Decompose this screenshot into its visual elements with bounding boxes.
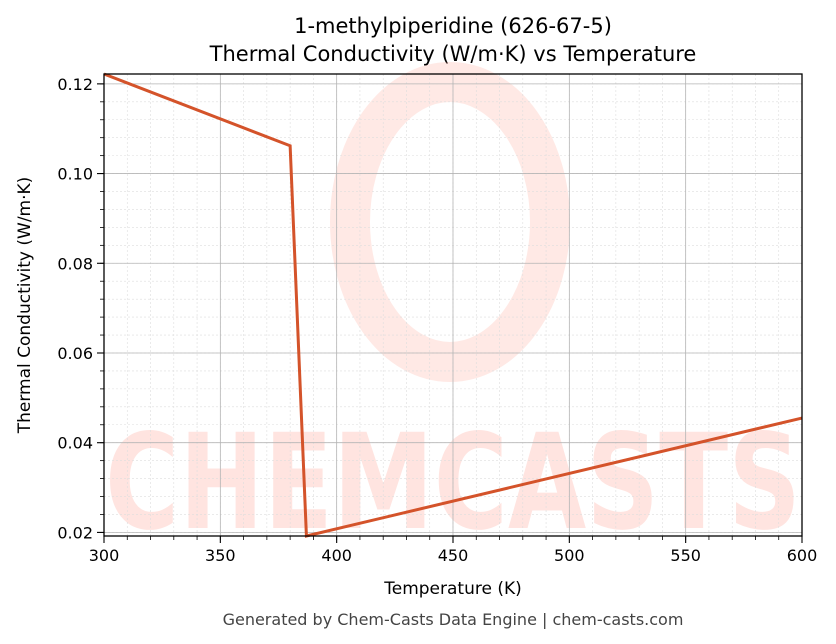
x-axis-label: Temperature (K) (383, 579, 522, 599)
y-tick-label: 0.02 (57, 523, 93, 542)
x-tick-label: 550 (670, 546, 701, 565)
x-tick-label: 300 (89, 546, 120, 565)
y-tick-label: 0.12 (57, 75, 93, 94)
x-tick-label: 500 (554, 546, 585, 565)
y-ticks: 0.02 0.04 0.06 0.08 0.10 0.12 (57, 75, 104, 542)
y-tick-label: 0.06 (57, 344, 93, 363)
x-tick-label: 600 (787, 546, 818, 565)
y-tick-label: 0.08 (57, 254, 93, 273)
series-line (103, 72, 803, 538)
footer-credit: Generated by Chem-Casts Data Engine | ch… (223, 610, 684, 629)
x-tick-label: 450 (438, 546, 469, 565)
x-tick-label: 400 (321, 546, 352, 565)
x-ticks: 300 350 400 450 500 550 600 (89, 536, 818, 565)
chart-subtitle: Thermal Conductivity (W/m·K) vs Temperat… (209, 42, 697, 66)
series-layer (103, 72, 803, 538)
y-tick-label: 0.10 (57, 165, 93, 184)
x-tick-label: 350 (205, 546, 236, 565)
y-axis-label: Thermal Conductivity (W/m·K) (15, 177, 35, 435)
watermark-ring-icon (330, 62, 570, 382)
y-tick-label: 0.04 (57, 434, 93, 453)
chart-title: 1-methylpiperidine (626-67-5) (294, 14, 612, 38)
